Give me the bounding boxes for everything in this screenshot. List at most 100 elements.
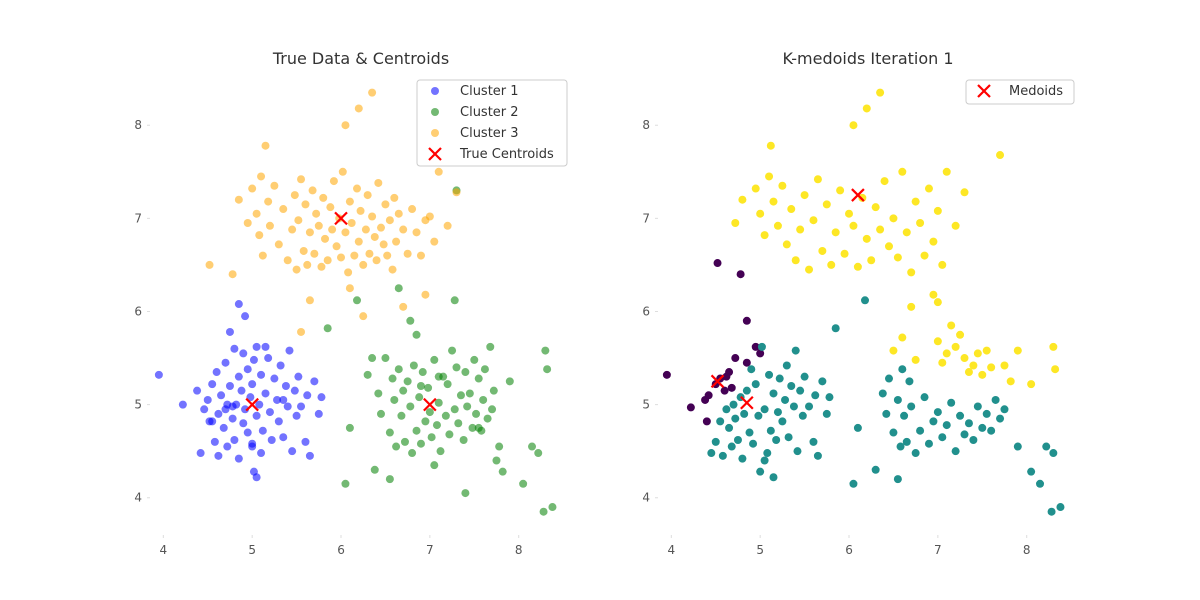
data-point [787, 381, 796, 390]
data-point [742, 358, 751, 367]
data-point [898, 365, 907, 374]
data-point [889, 214, 898, 223]
data-point [406, 316, 415, 325]
data-point [766, 141, 775, 150]
data-point [884, 242, 893, 251]
data-point [916, 219, 925, 228]
data-point [1027, 467, 1036, 476]
y-tick-label: 7 [642, 211, 650, 225]
data-point [541, 346, 550, 355]
data-point [731, 219, 740, 228]
data-point [317, 393, 326, 402]
data-point [933, 337, 942, 346]
data-point [498, 467, 507, 476]
data-point [1013, 346, 1022, 355]
data-point [978, 370, 987, 379]
centroid-marker [851, 188, 865, 202]
chart-title: K-medoids Iteration 1 [782, 49, 953, 68]
scatter-panel-kmedoids: K-medoids Iteration 1 4 5 6 7 8 4 5 6 7 8 Medoids [642, 49, 1075, 557]
data-point [778, 181, 787, 190]
data-point [760, 405, 769, 414]
data-point [409, 361, 418, 370]
data-point [264, 354, 273, 363]
tick-labels: 4 5 6 7 8 4 5 6 7 8 [134, 118, 522, 557]
data-point [769, 389, 778, 398]
data-point [853, 423, 862, 432]
data-point [960, 430, 969, 439]
data-point [480, 365, 489, 374]
data-point [947, 321, 956, 330]
data-point [392, 237, 401, 246]
data-point [769, 473, 778, 482]
data-point [880, 177, 889, 186]
data-point [219, 423, 228, 432]
data-point [379, 240, 388, 249]
data-point [406, 402, 415, 411]
data-point [1000, 405, 1009, 414]
x-tick-label: 7 [426, 543, 434, 557]
data-point [237, 386, 246, 395]
data-point [246, 393, 255, 402]
data-point [459, 436, 468, 445]
data-point [796, 225, 805, 234]
data-point [951, 447, 960, 456]
data-point [376, 223, 385, 232]
legend-label: Cluster 2 [460, 105, 519, 120]
data-point [310, 249, 319, 258]
data-point [345, 197, 354, 206]
data-point [519, 479, 528, 488]
data-point [882, 409, 891, 418]
data-point [461, 489, 470, 498]
data-point [778, 417, 787, 426]
data-point [902, 228, 911, 237]
data-point [757, 342, 766, 351]
data-point [1042, 442, 1051, 451]
data-point [415, 393, 424, 402]
data-point [738, 454, 747, 463]
data-point [427, 433, 436, 442]
data-point [385, 216, 394, 225]
data-point [434, 372, 443, 381]
y-tick-label: 6 [642, 304, 650, 318]
data-point [273, 395, 282, 404]
data-point [329, 177, 338, 186]
y-tick-label: 5 [134, 398, 142, 412]
data-point [225, 381, 234, 390]
legend-frame [965, 79, 1075, 105]
data-point [942, 349, 951, 358]
data-point [255, 400, 264, 409]
data-point [818, 377, 827, 386]
data-point [381, 354, 390, 363]
data-points [662, 88, 1065, 516]
data-point [929, 417, 938, 426]
data-point [722, 372, 731, 381]
data-point [347, 219, 356, 228]
data-point [745, 428, 754, 437]
data-point [261, 389, 270, 398]
data-point [483, 414, 492, 423]
data-point [969, 361, 978, 370]
data-point [938, 358, 947, 367]
data-point [335, 214, 344, 223]
data-point [279, 205, 288, 214]
legend-marker [431, 87, 439, 95]
data-point [474, 423, 483, 432]
data-point [920, 251, 929, 260]
data-point [793, 447, 802, 456]
data-point [270, 374, 279, 383]
data-point [370, 465, 379, 474]
data-point [354, 104, 363, 113]
data-point [911, 197, 920, 206]
data-point [479, 395, 488, 404]
data-point [305, 296, 314, 305]
data-point [766, 426, 775, 435]
data-point [436, 447, 445, 456]
data-point [297, 175, 306, 184]
data-point [297, 327, 306, 336]
data-point [374, 178, 383, 187]
data-point [991, 395, 1000, 404]
data-point [301, 437, 310, 446]
data-point [288, 447, 297, 456]
data-point [773, 408, 782, 417]
data-point [878, 389, 887, 398]
